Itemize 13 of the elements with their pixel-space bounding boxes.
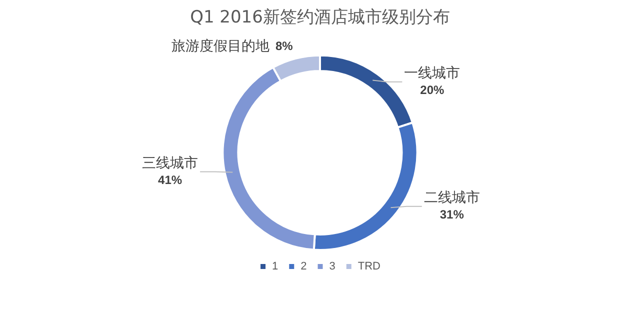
text: 三线城市 <box>142 155 198 172</box>
legend-label: TRD <box>358 260 381 273</box>
legend-label: 3 <box>329 260 336 273</box>
data-label: 41% <box>158 173 182 188</box>
data-label: 20% <box>420 83 445 98</box>
legend-label: 1 <box>272 260 278 273</box>
text: 一线城市 <box>404 65 460 82</box>
chart-title: Q1 2016新签约酒店城市级别分布 <box>190 8 450 28</box>
text: 旅游度假目的地 <box>171 38 270 54</box>
data-label: 31% <box>440 208 464 222</box>
legend-label: 2 <box>300 260 307 273</box>
data-label: 8% <box>275 39 294 54</box>
text: 二线城市 <box>424 190 480 206</box>
